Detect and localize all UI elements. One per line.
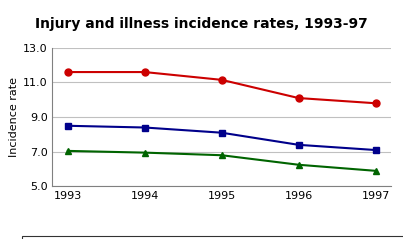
Service-producing bbox=[65, 149, 70, 152]
Goods-producing bbox=[373, 102, 378, 105]
Private industry bbox=[296, 143, 301, 146]
Text: Injury and illness incidence rates, 1993-97: Injury and illness incidence rates, 1993… bbox=[35, 17, 368, 31]
Goods-producing bbox=[296, 97, 301, 99]
Private industry bbox=[65, 124, 70, 127]
Line: Goods-producing: Goods-producing bbox=[64, 69, 379, 107]
Private industry bbox=[219, 131, 224, 134]
Service-producing bbox=[373, 169, 378, 172]
Goods-producing bbox=[65, 71, 70, 74]
Line: Private industry: Private industry bbox=[64, 122, 379, 153]
Service-producing bbox=[142, 151, 147, 154]
Legend: Private industry, Goods-producing, Service-producing: Private industry, Goods-producing, Servi… bbox=[22, 236, 403, 239]
Service-producing bbox=[296, 163, 301, 166]
Private industry bbox=[142, 126, 147, 129]
Goods-producing bbox=[219, 78, 224, 81]
Goods-producing bbox=[142, 71, 147, 74]
Service-producing bbox=[219, 154, 224, 157]
Private industry bbox=[373, 149, 378, 152]
Y-axis label: Incidence rate: Incidence rate bbox=[9, 77, 19, 157]
Line: Service-producing: Service-producing bbox=[64, 147, 379, 174]
